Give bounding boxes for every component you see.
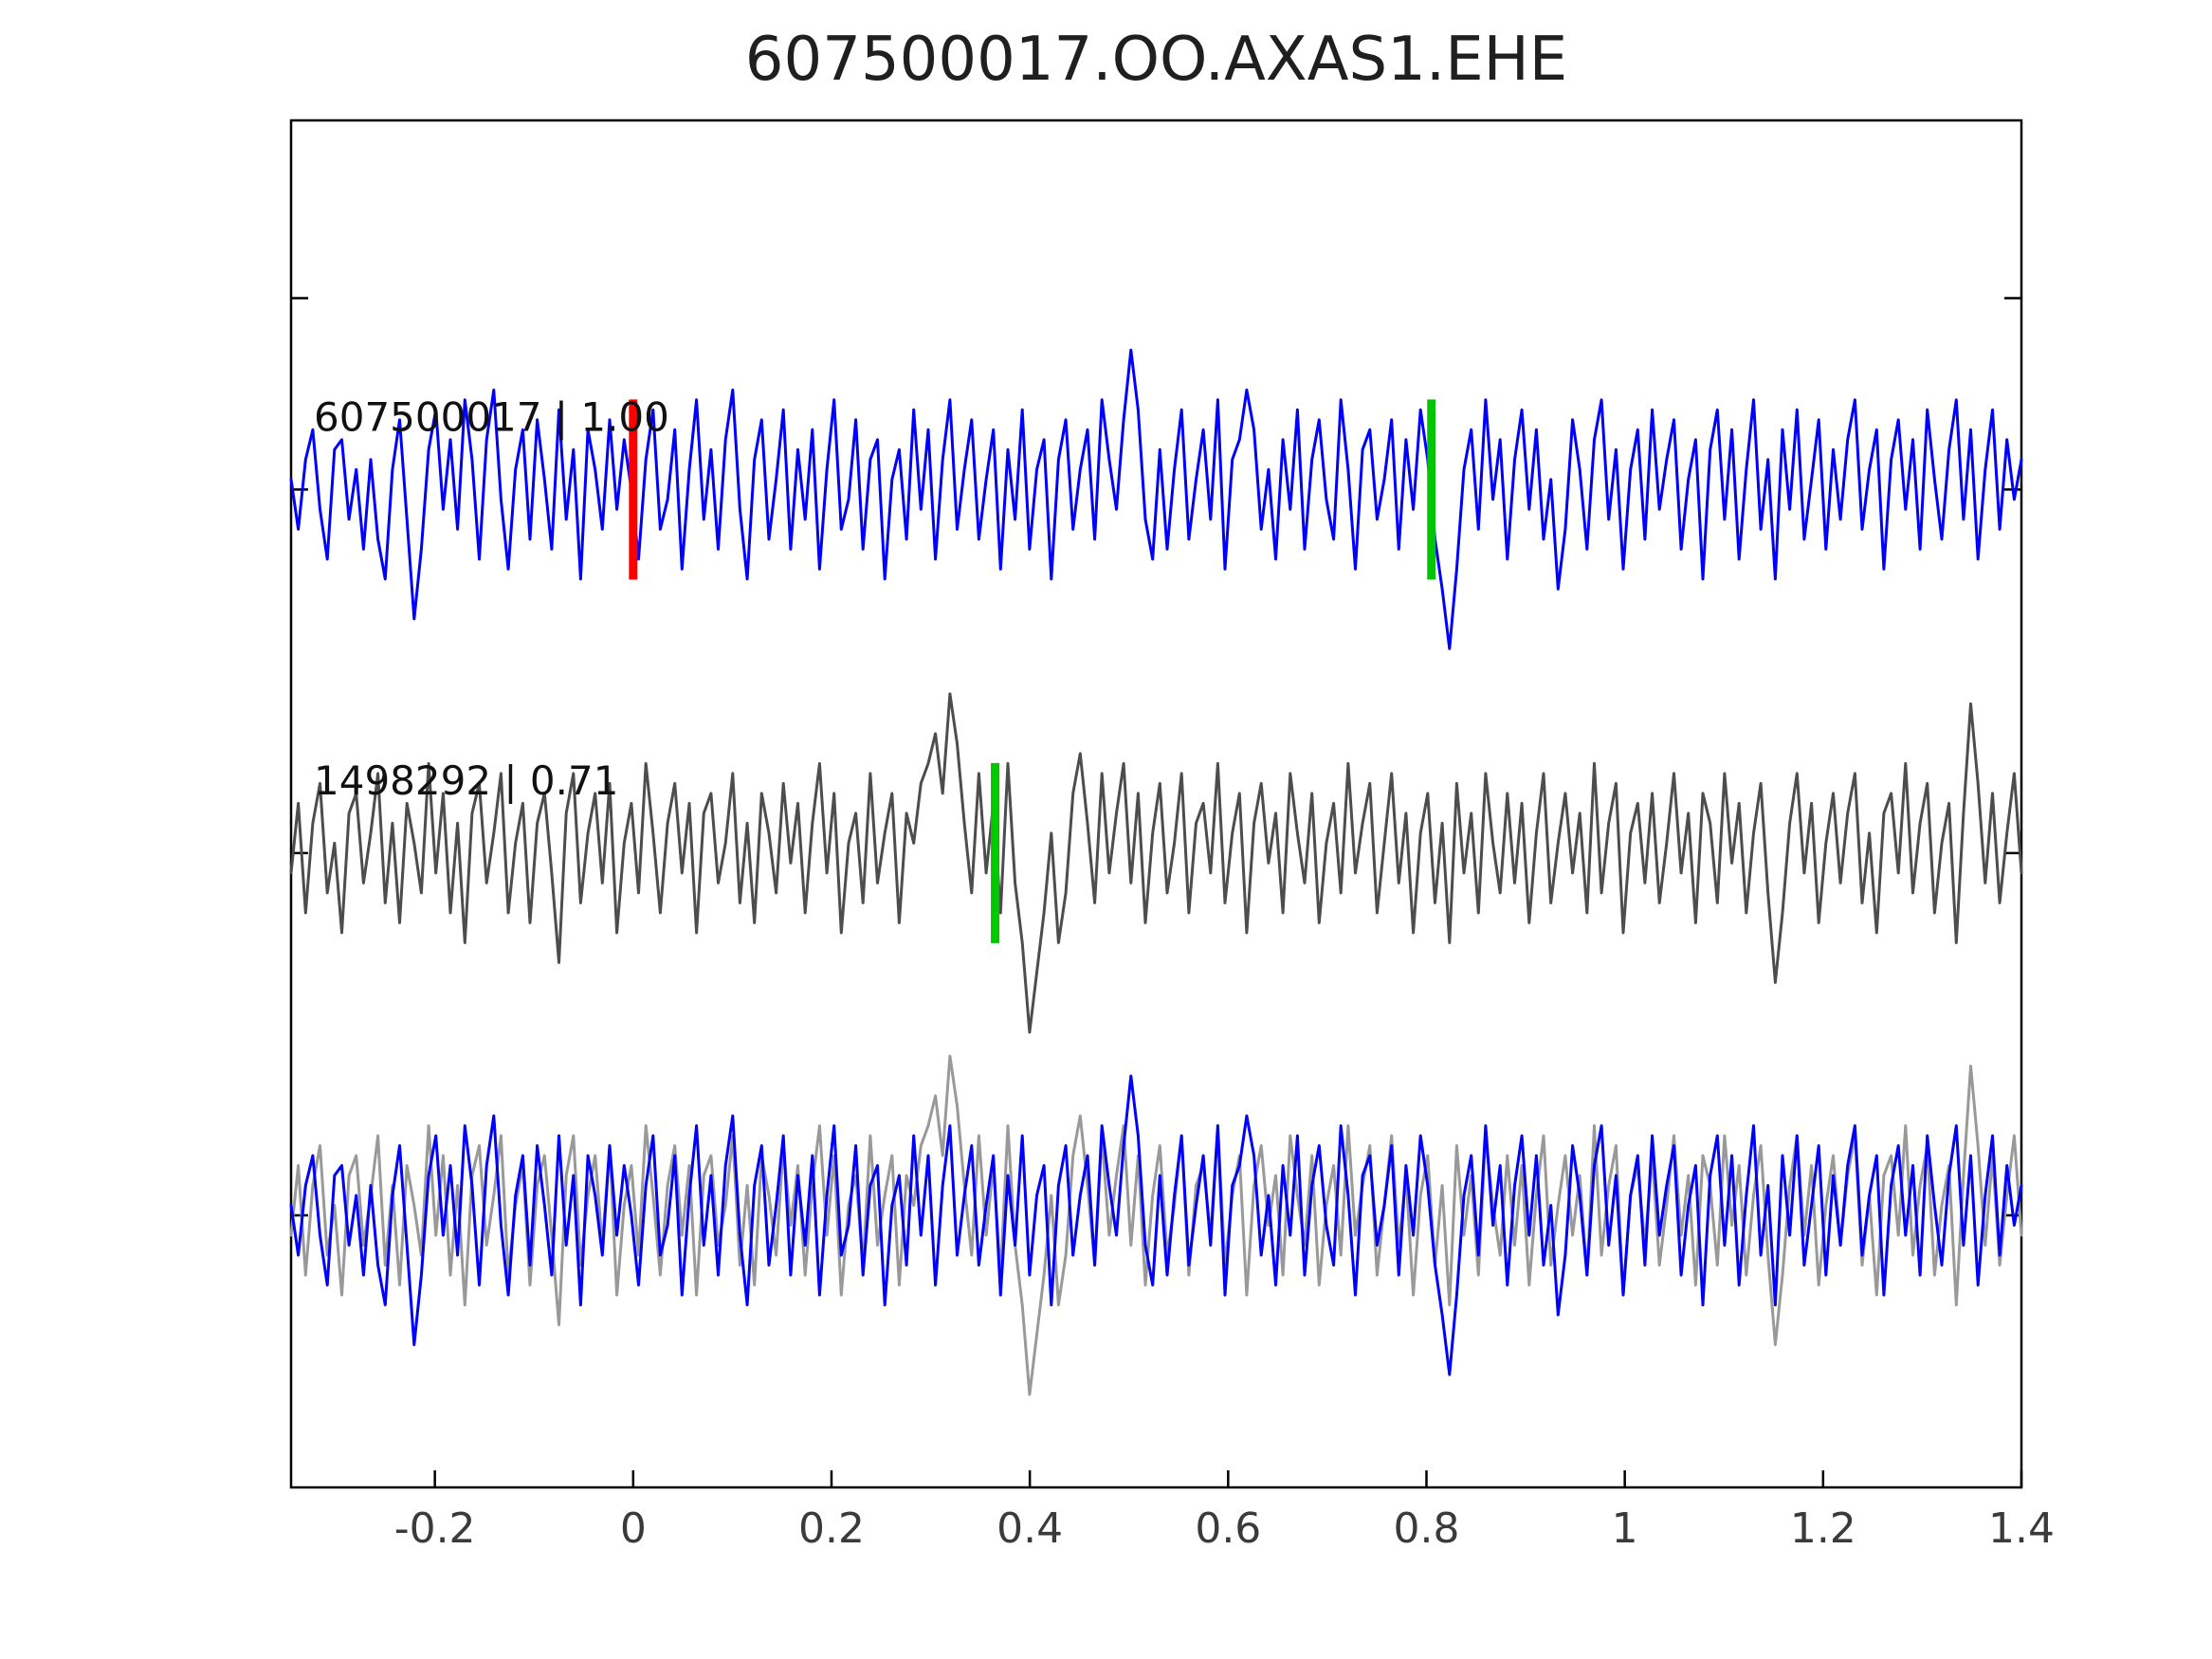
x-tick-label: 0.4 [996,1504,1063,1553]
plot-border [289,118,2023,1489]
x-tick-label: 0.2 [798,1504,865,1553]
waveform-trace-template [289,348,2023,650]
x-tick-label: 0.8 [1394,1504,1460,1553]
overlay-row [289,1054,2023,1396]
x-tick-label: 0.6 [1195,1504,1261,1553]
waveform-trace-detection [289,1054,2023,1396]
x-tick-label: -0.2 [394,1504,476,1553]
x-tick-label: 0 [620,1504,647,1553]
x-axis: -0.2 0 0.2 0.4 0.6 0.8 1 1.2 1.4 [394,1470,2055,1553]
chart-title: 607500017.OO.AXAS1.EHE [744,25,1568,95]
template-row: 607500017 | 1.00 [289,348,2023,650]
x-tick-label: 1 [1612,1504,1638,1553]
waveform-trace-detection [289,692,2023,1034]
trace-label: 607500017 | 1.00 [314,393,669,440]
waveform-trace-template [289,1074,2023,1376]
trace-label: 1498292 | 0.71 [314,757,618,804]
x-tick-label: 1.2 [1790,1504,1856,1553]
detection-row: 1498292 | 0.71 [289,692,2023,1034]
x-tick-label: 1.4 [1988,1504,2055,1553]
